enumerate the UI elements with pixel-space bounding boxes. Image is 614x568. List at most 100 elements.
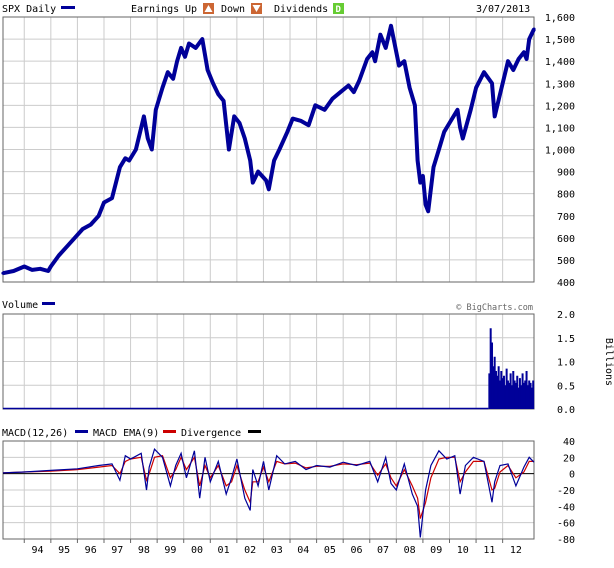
spx-price-point	[373, 59, 377, 63]
x-tick-label: 95	[58, 545, 70, 556]
spx-price-point	[248, 158, 252, 163]
macd-line	[2, 448, 535, 538]
y-tick-label: 1.5	[557, 334, 575, 345]
spx-price-point	[267, 187, 271, 191]
volume-bar	[528, 380, 531, 409]
x-tick-label: 11	[483, 545, 495, 556]
spx-price-point	[415, 158, 420, 163]
spx-price-point	[227, 147, 231, 152]
volume-bar	[494, 371, 497, 409]
spx-price-point	[179, 46, 183, 50]
price-frame	[2, 16, 535, 283]
spx-price-point	[330, 97, 335, 101]
x-tick-label: 03	[271, 545, 283, 556]
spx-price-point	[291, 116, 295, 121]
y-tick-label: 1,000	[545, 146, 575, 157]
spx-price-point	[352, 90, 356, 94]
spx-price-point	[200, 37, 204, 41]
y-tick-label: -20	[557, 486, 575, 497]
y-tick-label: 0.5	[557, 381, 575, 392]
spx-price-point	[102, 200, 106, 205]
macd-label: MACD(12,26)	[2, 428, 68, 439]
divergence-legend-swatch	[248, 430, 261, 433]
volume-bar	[496, 375, 499, 409]
volume-bar	[508, 382, 511, 409]
spx-price-point	[458, 125, 462, 130]
spx-price-point	[413, 103, 417, 107]
spx-price-point	[313, 103, 317, 107]
spx-price-point	[146, 136, 150, 141]
y-tick-label: 20	[563, 453, 575, 464]
macd-ema-legend-swatch	[163, 430, 176, 433]
y-tick-label: 400	[557, 278, 575, 289]
spx-price-point	[123, 156, 127, 160]
y-tick-label: 1,100	[545, 123, 575, 134]
macd-frame	[2, 440, 535, 540]
volume-bar	[509, 373, 512, 409]
spx-price-point	[237, 121, 242, 125]
triangle-up-icon	[203, 3, 214, 14]
spx-price-point	[482, 70, 486, 74]
divergence-label: Divergence	[181, 428, 241, 439]
volume-bar	[488, 373, 491, 409]
spx-price-point	[166, 70, 170, 74]
volume-bar	[505, 368, 508, 409]
volume-bar	[525, 371, 528, 409]
spx-price-point	[127, 158, 131, 163]
spx-price-point	[221, 99, 226, 103]
spx-price-point	[437, 147, 441, 152]
spx-price-point	[524, 57, 529, 61]
x-tick-label: 97	[111, 545, 123, 556]
spx-price-point	[30, 268, 34, 272]
y-tick-label: 700	[557, 212, 575, 223]
spx-price-point	[211, 81, 215, 85]
spx-price-point	[474, 86, 478, 90]
x-tick-label: 94	[32, 545, 44, 556]
spx-price-point	[49, 264, 53, 269]
spx-price-point	[393, 44, 397, 48]
spx-price-point	[532, 27, 536, 31]
x-tick-label: 96	[85, 545, 97, 556]
spx-price-point	[277, 147, 281, 152]
macd-y-axis: 40 20 0 -20 -40 -60 -80	[557, 437, 575, 546]
volume-bar	[489, 328, 492, 409]
volume-bar	[498, 380, 501, 409]
volume-bar	[501, 378, 504, 409]
x-tick-label: 99	[164, 545, 176, 556]
earnings-down-label: Down	[221, 4, 245, 15]
y-tick-label: 800	[557, 190, 575, 201]
volume-bar	[532, 380, 535, 409]
spx-price-point	[418, 181, 422, 185]
y-tick-label: 1,300	[545, 79, 575, 90]
price-panel: 400 500 600 700 800 900 1,000 1,100 1,200 1,300 1,…	[1, 13, 575, 289]
volume-title: Volume	[2, 300, 38, 311]
volume-y-axis: 2.0 1.5 1.0 0.5 0.0	[557, 310, 575, 416]
x-tick-label: 12	[510, 545, 522, 556]
volume-bar	[513, 380, 516, 409]
x-tick-label: 98	[138, 545, 150, 556]
earnings-label: Earnings	[131, 4, 179, 15]
volume-bars	[3, 328, 535, 410]
price-series	[1, 23, 536, 276]
volume-bar	[500, 371, 503, 409]
spx-price-point	[12, 269, 16, 273]
spx-price-point	[46, 269, 50, 273]
spx-price-point	[154, 108, 158, 112]
y-tick-label: 1,500	[545, 35, 575, 46]
spx-price-point	[402, 59, 406, 63]
x-tick-label: 00	[191, 545, 203, 556]
y-tick-label: 0.0	[557, 405, 575, 416]
spx-price-point	[522, 50, 526, 54]
y-tick-label: 600	[557, 234, 575, 245]
volume-bar	[518, 378, 521, 409]
volume-bar	[493, 356, 496, 409]
spx-price-point	[527, 37, 531, 41]
volume-bar	[517, 387, 520, 409]
y-tick-label: 40	[563, 437, 575, 448]
spx-price-point	[299, 119, 303, 123]
spx-legend-swatch	[61, 6, 75, 9]
spx-price-point	[134, 147, 138, 152]
spx-price-point	[408, 86, 412, 90]
volume-bar	[526, 385, 529, 409]
spx-price-point	[118, 165, 122, 169]
